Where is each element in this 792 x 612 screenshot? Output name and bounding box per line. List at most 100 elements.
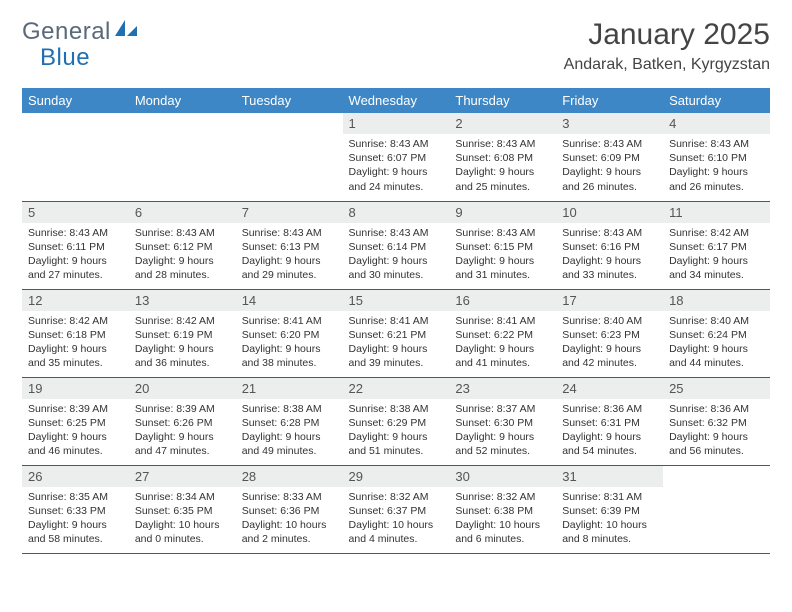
calendar-day-cell: 23Sunrise: 8:37 AMSunset: 6:30 PMDayligh… — [449, 377, 556, 465]
day-details: Sunrise: 8:41 AMSunset: 6:20 PMDaylight:… — [236, 311, 343, 375]
day-details: Sunrise: 8:34 AMSunset: 6:35 PMDaylight:… — [129, 487, 236, 551]
day-number: 22 — [343, 378, 450, 399]
calendar-day-cell: 1Sunrise: 8:43 AMSunset: 6:07 PMDaylight… — [343, 113, 450, 201]
calendar-day-cell: 16Sunrise: 8:41 AMSunset: 6:22 PMDayligh… — [449, 289, 556, 377]
day-details: Sunrise: 8:43 AMSunset: 6:10 PMDaylight:… — [663, 134, 770, 198]
day-number: 19 — [22, 378, 129, 399]
day-details: Sunrise: 8:43 AMSunset: 6:12 PMDaylight:… — [129, 223, 236, 287]
calendar-day-cell — [236, 113, 343, 201]
day-number: 17 — [556, 290, 663, 311]
header: General January 2025 Andarak, Batken, Ky… — [22, 18, 770, 74]
weekday-header: Monday — [129, 88, 236, 113]
calendar-day-cell: 6Sunrise: 8:43 AMSunset: 6:12 PMDaylight… — [129, 201, 236, 289]
calendar-day-cell: 22Sunrise: 8:38 AMSunset: 6:29 PMDayligh… — [343, 377, 450, 465]
day-number: 26 — [22, 466, 129, 487]
day-details: Sunrise: 8:37 AMSunset: 6:30 PMDaylight:… — [449, 399, 556, 463]
day-number: 24 — [556, 378, 663, 399]
calendar-day-cell — [22, 113, 129, 201]
weekday-header: Tuesday — [236, 88, 343, 113]
day-number: 18 — [663, 290, 770, 311]
weekday-header: Thursday — [449, 88, 556, 113]
calendar-day-cell: 12Sunrise: 8:42 AMSunset: 6:18 PMDayligh… — [22, 289, 129, 377]
day-details: Sunrise: 8:41 AMSunset: 6:22 PMDaylight:… — [449, 311, 556, 375]
logo-text-general: General — [22, 18, 111, 46]
day-number: 11 — [663, 202, 770, 223]
day-details: Sunrise: 8:42 AMSunset: 6:17 PMDaylight:… — [663, 223, 770, 287]
weekday-header: Wednesday — [343, 88, 450, 113]
calendar-day-cell: 5Sunrise: 8:43 AMSunset: 6:11 PMDaylight… — [22, 201, 129, 289]
weekday-header: Sunday — [22, 88, 129, 113]
calendar-day-cell: 24Sunrise: 8:36 AMSunset: 6:31 PMDayligh… — [556, 377, 663, 465]
calendar-day-cell: 9Sunrise: 8:43 AMSunset: 6:15 PMDaylight… — [449, 201, 556, 289]
day-number: 27 — [129, 466, 236, 487]
day-number: 9 — [449, 202, 556, 223]
day-number: 4 — [663, 113, 770, 134]
day-details: Sunrise: 8:43 AMSunset: 6:08 PMDaylight:… — [449, 134, 556, 198]
weekday-header: Friday — [556, 88, 663, 113]
day-details: Sunrise: 8:43 AMSunset: 6:13 PMDaylight:… — [236, 223, 343, 287]
calendar-week-row: 12Sunrise: 8:42 AMSunset: 6:18 PMDayligh… — [22, 289, 770, 377]
calendar-day-cell: 11Sunrise: 8:42 AMSunset: 6:17 PMDayligh… — [663, 201, 770, 289]
day-details: Sunrise: 8:36 AMSunset: 6:32 PMDaylight:… — [663, 399, 770, 463]
calendar-day-cell: 29Sunrise: 8:32 AMSunset: 6:37 PMDayligh… — [343, 465, 450, 553]
calendar-day-cell: 7Sunrise: 8:43 AMSunset: 6:13 PMDaylight… — [236, 201, 343, 289]
day-details: Sunrise: 8:43 AMSunset: 6:09 PMDaylight:… — [556, 134, 663, 198]
day-details: Sunrise: 8:36 AMSunset: 6:31 PMDaylight:… — [556, 399, 663, 463]
calendar-day-cell: 19Sunrise: 8:39 AMSunset: 6:25 PMDayligh… — [22, 377, 129, 465]
day-number: 28 — [236, 466, 343, 487]
day-number: 20 — [129, 378, 236, 399]
calendar-week-row: 1Sunrise: 8:43 AMSunset: 6:07 PMDaylight… — [22, 113, 770, 201]
day-details: Sunrise: 8:32 AMSunset: 6:37 PMDaylight:… — [343, 487, 450, 551]
day-number: 31 — [556, 466, 663, 487]
calendar-day-cell: 27Sunrise: 8:34 AMSunset: 6:35 PMDayligh… — [129, 465, 236, 553]
day-details: Sunrise: 8:43 AMSunset: 6:14 PMDaylight:… — [343, 223, 450, 287]
day-details: Sunrise: 8:39 AMSunset: 6:26 PMDaylight:… — [129, 399, 236, 463]
logo-text-blue: Blue — [40, 44, 90, 72]
day-details: Sunrise: 8:42 AMSunset: 6:19 PMDaylight:… — [129, 311, 236, 375]
calendar-day-cell: 10Sunrise: 8:43 AMSunset: 6:16 PMDayligh… — [556, 201, 663, 289]
day-number: 2 — [449, 113, 556, 134]
day-details: Sunrise: 8:43 AMSunset: 6:11 PMDaylight:… — [22, 223, 129, 287]
day-details: Sunrise: 8:43 AMSunset: 6:16 PMDaylight:… — [556, 223, 663, 287]
logo-sail-icon — [113, 18, 139, 38]
day-details: Sunrise: 8:38 AMSunset: 6:29 PMDaylight:… — [343, 399, 450, 463]
calendar-head: SundayMondayTuesdayWednesdayThursdayFrid… — [22, 88, 770, 113]
calendar-day-cell: 30Sunrise: 8:32 AMSunset: 6:38 PMDayligh… — [449, 465, 556, 553]
title-block: January 2025 Andarak, Batken, Kyrgyzstan — [564, 18, 770, 74]
calendar-day-cell — [129, 113, 236, 201]
calendar-week-row: 5Sunrise: 8:43 AMSunset: 6:11 PMDaylight… — [22, 201, 770, 289]
day-number: 23 — [449, 378, 556, 399]
day-number: 14 — [236, 290, 343, 311]
day-details: Sunrise: 8:33 AMSunset: 6:36 PMDaylight:… — [236, 487, 343, 551]
day-number: 3 — [556, 113, 663, 134]
calendar-day-cell: 25Sunrise: 8:36 AMSunset: 6:32 PMDayligh… — [663, 377, 770, 465]
calendar-day-cell: 2Sunrise: 8:43 AMSunset: 6:08 PMDaylight… — [449, 113, 556, 201]
day-number: 21 — [236, 378, 343, 399]
weekday-header: Saturday — [663, 88, 770, 113]
day-details: Sunrise: 8:31 AMSunset: 6:39 PMDaylight:… — [556, 487, 663, 551]
calendar-week-row: 19Sunrise: 8:39 AMSunset: 6:25 PMDayligh… — [22, 377, 770, 465]
logo: General — [22, 18, 141, 46]
location: Andarak, Batken, Kyrgyzstan — [564, 56, 770, 74]
day-number: 30 — [449, 466, 556, 487]
calendar-day-cell: 21Sunrise: 8:38 AMSunset: 6:28 PMDayligh… — [236, 377, 343, 465]
day-number: 29 — [343, 466, 450, 487]
calendar-day-cell: 26Sunrise: 8:35 AMSunset: 6:33 PMDayligh… — [22, 465, 129, 553]
day-number: 8 — [343, 202, 450, 223]
day-details: Sunrise: 8:43 AMSunset: 6:15 PMDaylight:… — [449, 223, 556, 287]
calendar-day-cell: 20Sunrise: 8:39 AMSunset: 6:26 PMDayligh… — [129, 377, 236, 465]
calendar-week-row: 26Sunrise: 8:35 AMSunset: 6:33 PMDayligh… — [22, 465, 770, 553]
day-details: Sunrise: 8:32 AMSunset: 6:38 PMDaylight:… — [449, 487, 556, 551]
day-number: 10 — [556, 202, 663, 223]
month-title: January 2025 — [564, 18, 770, 52]
day-number: 6 — [129, 202, 236, 223]
calendar-body: 1Sunrise: 8:43 AMSunset: 6:07 PMDaylight… — [22, 113, 770, 553]
day-details: Sunrise: 8:38 AMSunset: 6:28 PMDaylight:… — [236, 399, 343, 463]
day-details: Sunrise: 8:40 AMSunset: 6:24 PMDaylight:… — [663, 311, 770, 375]
day-number: 15 — [343, 290, 450, 311]
day-details: Sunrise: 8:41 AMSunset: 6:21 PMDaylight:… — [343, 311, 450, 375]
day-details: Sunrise: 8:35 AMSunset: 6:33 PMDaylight:… — [22, 487, 129, 551]
calendar-day-cell — [663, 465, 770, 553]
day-details: Sunrise: 8:43 AMSunset: 6:07 PMDaylight:… — [343, 134, 450, 198]
day-number: 7 — [236, 202, 343, 223]
